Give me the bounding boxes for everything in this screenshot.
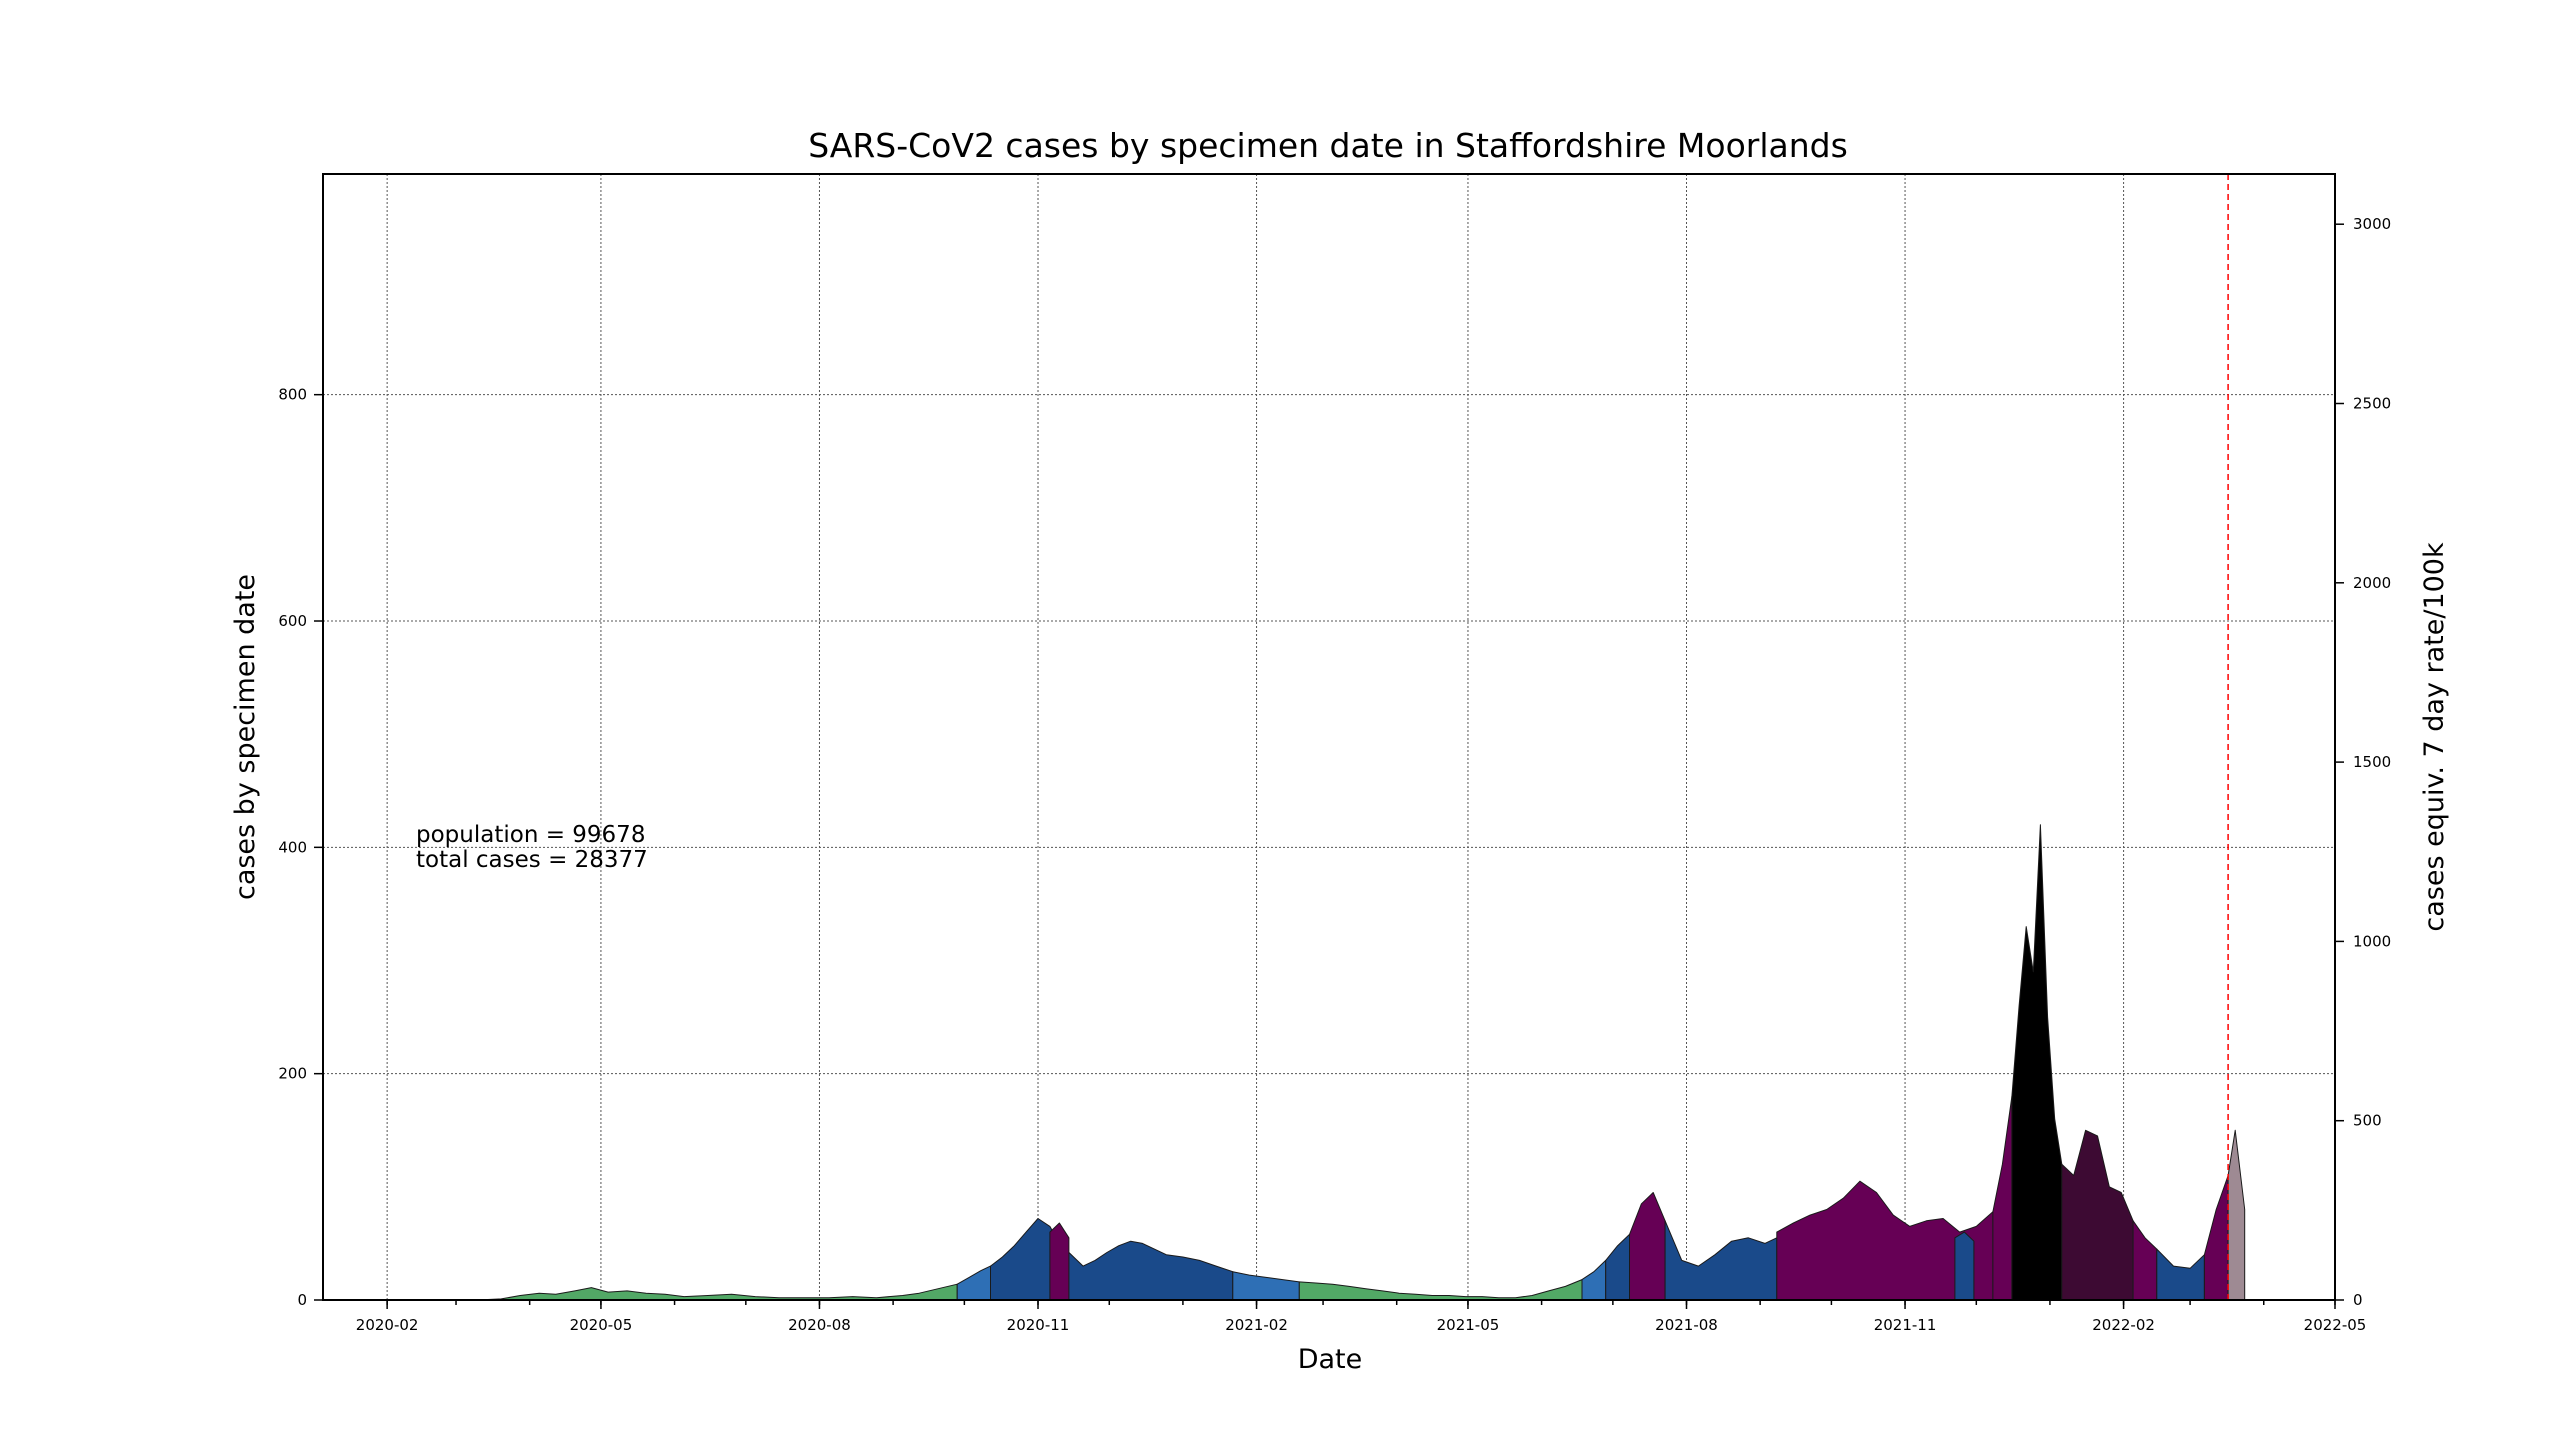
x-tick-label: 2021-08 bbox=[1655, 1316, 1718, 1334]
x-tick-label: 2020-08 bbox=[788, 1316, 851, 1334]
series-area-14 bbox=[2061, 1129, 2134, 1301]
y-tick-label: 200 bbox=[278, 1065, 307, 1083]
series-area-15 bbox=[2132, 1220, 2158, 1301]
x-tick-label: 2020-02 bbox=[356, 1316, 419, 1334]
series-area-16 bbox=[2156, 1248, 2205, 1301]
plot-frame bbox=[322, 173, 2336, 1301]
annotation-population: population = 99678 bbox=[416, 822, 645, 848]
series-areas bbox=[476, 824, 2246, 1301]
series-area-4 bbox=[1232, 1271, 1300, 1301]
y-tick-label: 800 bbox=[278, 386, 307, 404]
y2-tick-label: 2000 bbox=[2353, 574, 2391, 592]
series-area-0 bbox=[476, 1283, 958, 1301]
series-area-7 bbox=[1605, 1233, 1630, 1301]
x-tick-label: 2020-11 bbox=[1007, 1316, 1070, 1334]
x-tick-label: 2021-05 bbox=[1437, 1316, 1500, 1334]
y2-tick-label: 500 bbox=[2353, 1112, 2382, 1130]
y2-tick-label: 0 bbox=[2353, 1291, 2363, 1309]
y-tick-label: 400 bbox=[278, 838, 307, 856]
x-tick-label: 2022-02 bbox=[2092, 1316, 2155, 1334]
chart-title: SARS-CoV2 cases by specimen date in Staf… bbox=[808, 126, 1848, 165]
x-axis-title: Date bbox=[1298, 1344, 1363, 1375]
series-area-2 bbox=[990, 1218, 1234, 1301]
grid-lines bbox=[323, 174, 2335, 1300]
series-area-18 bbox=[2227, 1129, 2246, 1301]
x-tick-label: 2021-02 bbox=[1225, 1316, 1288, 1334]
series-area-13 bbox=[2011, 824, 2063, 1301]
y-tick-label: 600 bbox=[278, 612, 307, 630]
series-area-5 bbox=[1298, 1279, 1583, 1301]
series-area-10 bbox=[1776, 1180, 1994, 1301]
y2-tick-label: 1500 bbox=[2353, 753, 2391, 771]
x-tick-label: 2020-05 bbox=[570, 1316, 633, 1334]
x-tick-label: 2021-11 bbox=[1874, 1316, 1937, 1334]
y2-tick-label: 1000 bbox=[2353, 932, 2391, 950]
y2-tick-label: 2500 bbox=[2353, 395, 2391, 413]
y-axis-title: cases by specimen date bbox=[230, 574, 261, 900]
series-area-6 bbox=[1581, 1259, 1607, 1301]
series-area-17 bbox=[2203, 1175, 2229, 1301]
annotation-total-cases: total cases = 28377 bbox=[416, 847, 648, 873]
y2-axis-title: cases equiv. 7 day rate/100k bbox=[2419, 542, 2450, 932]
series-area-11 bbox=[1954, 1231, 1975, 1301]
y2-tick-label: 3000 bbox=[2353, 215, 2391, 233]
series-area-8 bbox=[1629, 1192, 1666, 1301]
y-tick-label: 0 bbox=[297, 1291, 307, 1309]
series-area-12 bbox=[1992, 1095, 2013, 1301]
axis-ticks: 2020-02 2020-05 2020-08 2020-11 2021-02 2021-… bbox=[278, 215, 2391, 1334]
series-area-1 bbox=[956, 1265, 991, 1301]
x-tick-label: 2022-05 bbox=[2304, 1316, 2367, 1334]
series-area-9 bbox=[1664, 1220, 1778, 1301]
series-area-3 bbox=[1049, 1222, 1070, 1301]
